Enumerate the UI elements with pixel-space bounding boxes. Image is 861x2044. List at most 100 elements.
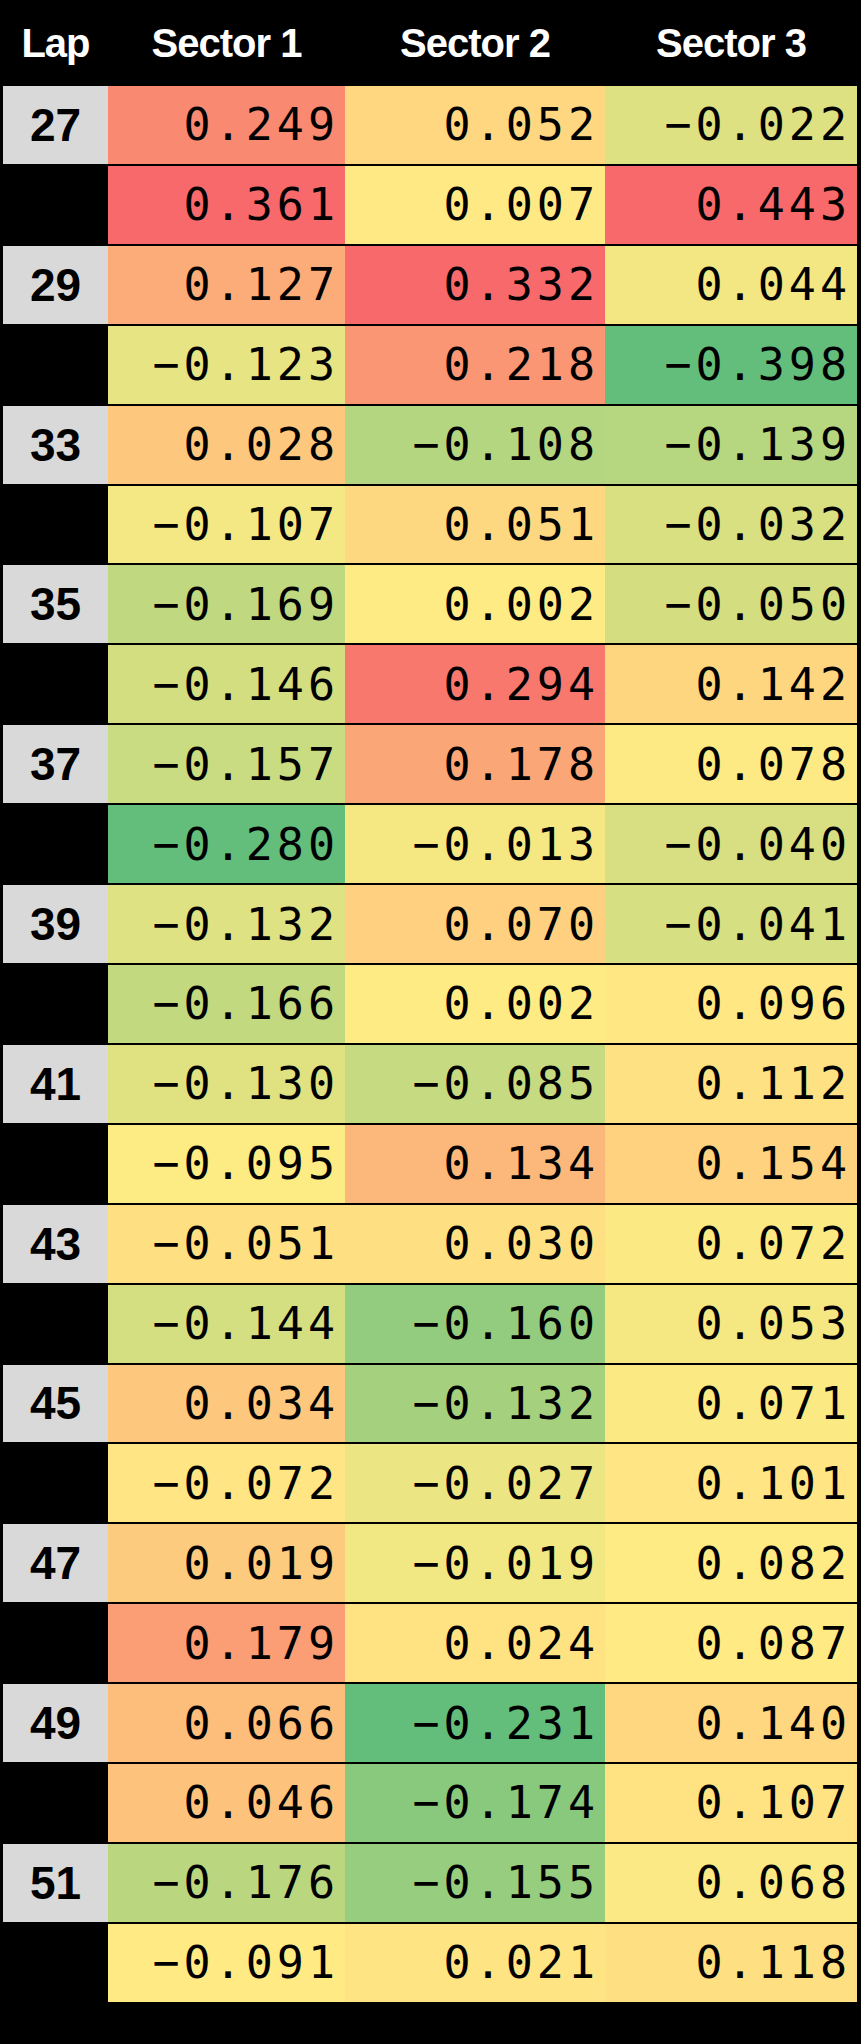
- table-row: 43−0.0510.0300.072: [3, 1205, 857, 1285]
- sector-2-delta-cell: −0.085: [345, 1045, 605, 1123]
- sector-1-delta-cell: −0.146: [108, 645, 345, 723]
- sector-3-delta-cell: 0.118: [605, 1924, 857, 2002]
- sector-1-delta-cell: 0.046: [108, 1764, 345, 1842]
- sector-delta-heatmap-table: Lap Sector 1 Sector 2 Sector 3 270.2490.…: [0, 0, 861, 2044]
- table-row: 450.034−0.1320.071: [3, 1365, 857, 1445]
- lap-cell: [3, 1764, 108, 1842]
- sector-2-delta-cell: −0.231: [345, 1684, 605, 1762]
- sector-3-delta-cell: 0.443: [605, 166, 857, 244]
- lap-cell: 41: [3, 1045, 108, 1123]
- table-row: 490.066−0.2310.140: [3, 1684, 857, 1764]
- sector-2-delta-cell: 0.002: [345, 565, 605, 643]
- lap-cell: 43: [3, 1205, 108, 1283]
- lap-cell: [3, 1604, 108, 1682]
- sector-3-delta-cell: 0.107: [605, 1764, 857, 1842]
- table-row: 37−0.1570.1780.078: [3, 725, 857, 805]
- sector-1-delta-cell: 0.179: [108, 1604, 345, 1682]
- sector-3-delta-cell: 0.112: [605, 1045, 857, 1123]
- sector-2-delta-cell: 0.134: [345, 1125, 605, 1203]
- table-row: 0.1790.0240.087: [3, 1604, 857, 1684]
- table-row: 290.1270.3320.044: [3, 246, 857, 326]
- sector-2-delta-cell: −0.174: [345, 1764, 605, 1842]
- lap-cell: [3, 166, 108, 244]
- column-header-sector-3: Sector 3: [605, 21, 857, 66]
- sector-3-delta-cell: 0.082: [605, 1524, 857, 1602]
- sector-3-delta-cell: 0.072: [605, 1205, 857, 1283]
- table-row: 0.046−0.1740.107: [3, 1764, 857, 1844]
- sector-1-delta-cell: 0.019: [108, 1524, 345, 1602]
- table-row: 41−0.130−0.0850.112: [3, 1045, 857, 1125]
- sector-2-delta-cell: 0.030: [345, 1205, 605, 1283]
- sector-3-delta-cell: 0.142: [605, 645, 857, 723]
- table-row: 330.028−0.108−0.139: [3, 406, 857, 486]
- sector-1-delta-cell: −0.123: [108, 326, 345, 404]
- lap-cell: 37: [3, 725, 108, 803]
- sector-2-delta-cell: 0.052: [345, 86, 605, 164]
- table-header: Lap Sector 1 Sector 2 Sector 3: [3, 0, 861, 86]
- sector-1-delta-cell: −0.132: [108, 885, 345, 963]
- sector-2-delta-cell: −0.132: [345, 1365, 605, 1443]
- sector-2-delta-cell: 0.021: [345, 1924, 605, 2002]
- sector-2-delta-cell: 0.070: [345, 885, 605, 963]
- sector-2-delta-cell: −0.155: [345, 1844, 605, 1922]
- sector-3-delta-cell: −0.040: [605, 805, 857, 883]
- sector-1-delta-cell: −0.144: [108, 1285, 345, 1363]
- sector-1-delta-cell: 0.249: [108, 86, 345, 164]
- sector-1-delta-cell: 0.034: [108, 1365, 345, 1443]
- table-row: −0.0910.0210.118: [3, 1924, 857, 2004]
- sector-1-delta-cell: 0.361: [108, 166, 345, 244]
- sector-3-delta-cell: 0.140: [605, 1684, 857, 1762]
- sector-1-delta-cell: −0.091: [108, 1924, 345, 2002]
- sector-1-delta-cell: −0.169: [108, 565, 345, 643]
- sector-2-delta-cell: 0.332: [345, 246, 605, 324]
- sector-2-delta-cell: 0.051: [345, 486, 605, 564]
- table-row: −0.1230.218−0.398: [3, 326, 857, 406]
- table-body: 270.2490.052−0.0220.3610.0070.443290.127…: [3, 86, 857, 2004]
- lap-cell: [3, 486, 108, 564]
- table-row: 35−0.1690.002−0.050: [3, 565, 857, 645]
- sector-1-delta-cell: −0.280: [108, 805, 345, 883]
- column-header-sector-1: Sector 1: [108, 21, 345, 66]
- sector-2-delta-cell: −0.013: [345, 805, 605, 883]
- table-row: −0.1660.0020.096: [3, 965, 857, 1045]
- lap-cell: [3, 1285, 108, 1363]
- sector-2-delta-cell: 0.178: [345, 725, 605, 803]
- column-header-lap: Lap: [3, 21, 108, 66]
- table-row: −0.280−0.013−0.040: [3, 805, 857, 885]
- sector-3-delta-cell: 0.053: [605, 1285, 857, 1363]
- lap-cell: 33: [3, 406, 108, 484]
- sector-2-delta-cell: 0.007: [345, 166, 605, 244]
- sector-1-delta-cell: −0.095: [108, 1125, 345, 1203]
- table-row: −0.072−0.0270.101: [3, 1444, 857, 1524]
- sector-3-delta-cell: −0.041: [605, 885, 857, 963]
- sector-2-delta-cell: 0.218: [345, 326, 605, 404]
- lap-cell: [3, 1125, 108, 1203]
- table-row: 39−0.1320.070−0.041: [3, 885, 857, 965]
- sector-3-delta-cell: 0.078: [605, 725, 857, 803]
- table-row: 0.3610.0070.443: [3, 166, 857, 246]
- sector-1-delta-cell: −0.107: [108, 486, 345, 564]
- sector-3-delta-cell: −0.050: [605, 565, 857, 643]
- lap-cell: [3, 805, 108, 883]
- sector-3-delta-cell: 0.071: [605, 1365, 857, 1443]
- lap-cell: [3, 1444, 108, 1522]
- sector-1-delta-cell: 0.127: [108, 246, 345, 324]
- sector-2-delta-cell: 0.002: [345, 965, 605, 1043]
- table-row: 270.2490.052−0.022: [3, 86, 857, 166]
- sector-1-delta-cell: −0.130: [108, 1045, 345, 1123]
- table-row: −0.144−0.1600.053: [3, 1285, 857, 1365]
- sector-3-delta-cell: −0.139: [605, 406, 857, 484]
- lap-cell: 39: [3, 885, 108, 963]
- sector-2-delta-cell: −0.019: [345, 1524, 605, 1602]
- sector-3-delta-cell: 0.087: [605, 1604, 857, 1682]
- sector-2-delta-cell: −0.108: [345, 406, 605, 484]
- sector-1-delta-cell: −0.176: [108, 1844, 345, 1922]
- lap-cell: 45: [3, 1365, 108, 1443]
- sector-3-delta-cell: −0.032: [605, 486, 857, 564]
- sector-1-delta-cell: 0.066: [108, 1684, 345, 1762]
- sector-3-delta-cell: 0.096: [605, 965, 857, 1043]
- lap-cell: 47: [3, 1524, 108, 1602]
- table-row: 51−0.176−0.1550.068: [3, 1844, 857, 1924]
- table-row: 470.019−0.0190.082: [3, 1524, 857, 1604]
- table-row: −0.1070.051−0.032: [3, 486, 857, 566]
